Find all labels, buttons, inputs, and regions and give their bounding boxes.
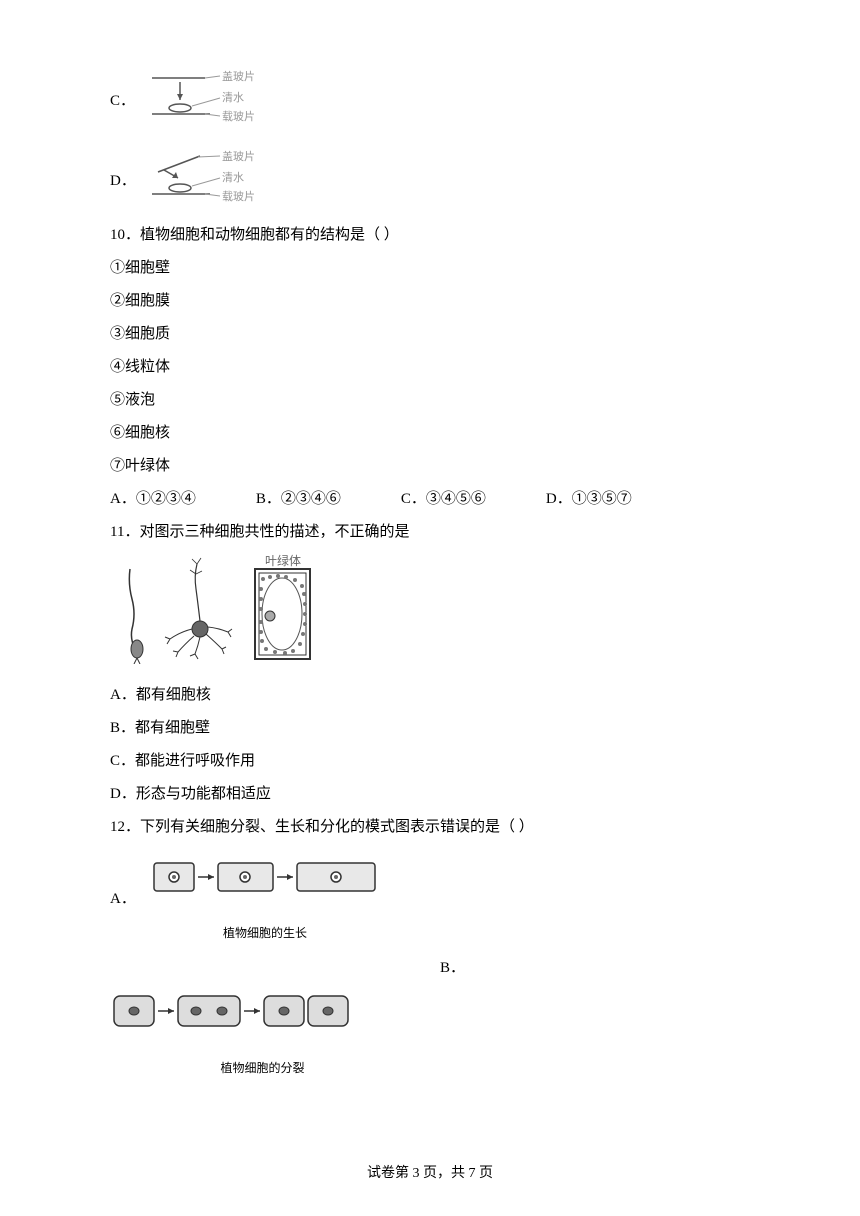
label-slide: 载玻片 [222,110,255,122]
q12-option-b-row[interactable]: 植物细胞的分裂 [110,990,750,1082]
q10-option-b[interactable]: B．②③④⑥ [256,486,341,513]
label-water: 清水 [222,91,244,104]
q11-option-a[interactable]: A．都有细胞核 [110,682,750,709]
q11-img-label: 叶绿体 [265,554,301,568]
option-d-label: D． [110,168,138,195]
option-c-row: C． 盖玻片 清水 载玻片 [110,70,750,132]
label-cover: 盖玻片 [222,70,255,83]
q10-item-3: ③细胞质 [110,321,750,348]
option-c-diagram: 盖玻片 清水 载玻片 [150,70,255,132]
q10-item-5: ⑤液泡 [110,387,750,414]
q10-options: A．①②③④ B．②③④⑥ C．③④⑤⑥ D．①③⑤⑦ [110,486,750,513]
q12-a-caption: 植物细胞的生长 [150,923,380,945]
q11-option-b[interactable]: B．都有细胞壁 [110,715,750,742]
q11-option-c[interactable]: C．都能进行呼吸作用 [110,748,750,775]
label-slide-d: 载玻片 [222,190,255,202]
page-footer: 试卷第 3 页，共 7 页 [0,1161,860,1186]
q12-b-caption: 植物细胞的分裂 [110,1058,355,1080]
q11-figure: 叶绿体 [110,554,750,674]
option-d-row: D． 盖玻片 清水 载玻片 [110,150,750,212]
q12-b-label[interactable]: B． [440,955,750,982]
q11-option-d[interactable]: D．形态与功能都相适应 [110,781,750,808]
q10-option-d[interactable]: D．①③⑤⑦ [546,486,632,513]
q10-item-2: ②细胞膜 [110,288,750,315]
q12-a-label: A． [110,886,138,913]
q12-stem: 12．下列有关细胞分裂、生长和分化的模式图表示错误的是（ ） [110,814,750,841]
label-water-d: 清水 [222,171,244,184]
q10-item-6: ⑥细胞核 [110,420,750,447]
label-cover-d: 盖玻片 [222,150,255,163]
q10-item-4: ④线粒体 [110,354,750,381]
option-c-label: C． [110,88,138,115]
q10-item-1: ①细胞壁 [110,255,750,282]
q12-a-diagram: 植物细胞的生长 [150,855,380,945]
q10-option-c[interactable]: C．③④⑤⑥ [401,486,486,513]
option-d-diagram: 盖玻片 清水 载玻片 [150,150,255,212]
q12-option-a-row[interactable]: A． 植物细胞的生长 [110,855,750,945]
q11-stem: 11．对图示三种细胞共性的描述，不正确的是 [110,519,750,546]
q10-stem: 10．植物细胞和动物细胞都有的结构是（ ） [110,222,750,249]
q10-item-7: ⑦叶绿体 [110,453,750,480]
q10-option-a[interactable]: A．①②③④ [110,486,196,513]
q12-b-diagram: 植物细胞的分裂 [110,990,355,1080]
